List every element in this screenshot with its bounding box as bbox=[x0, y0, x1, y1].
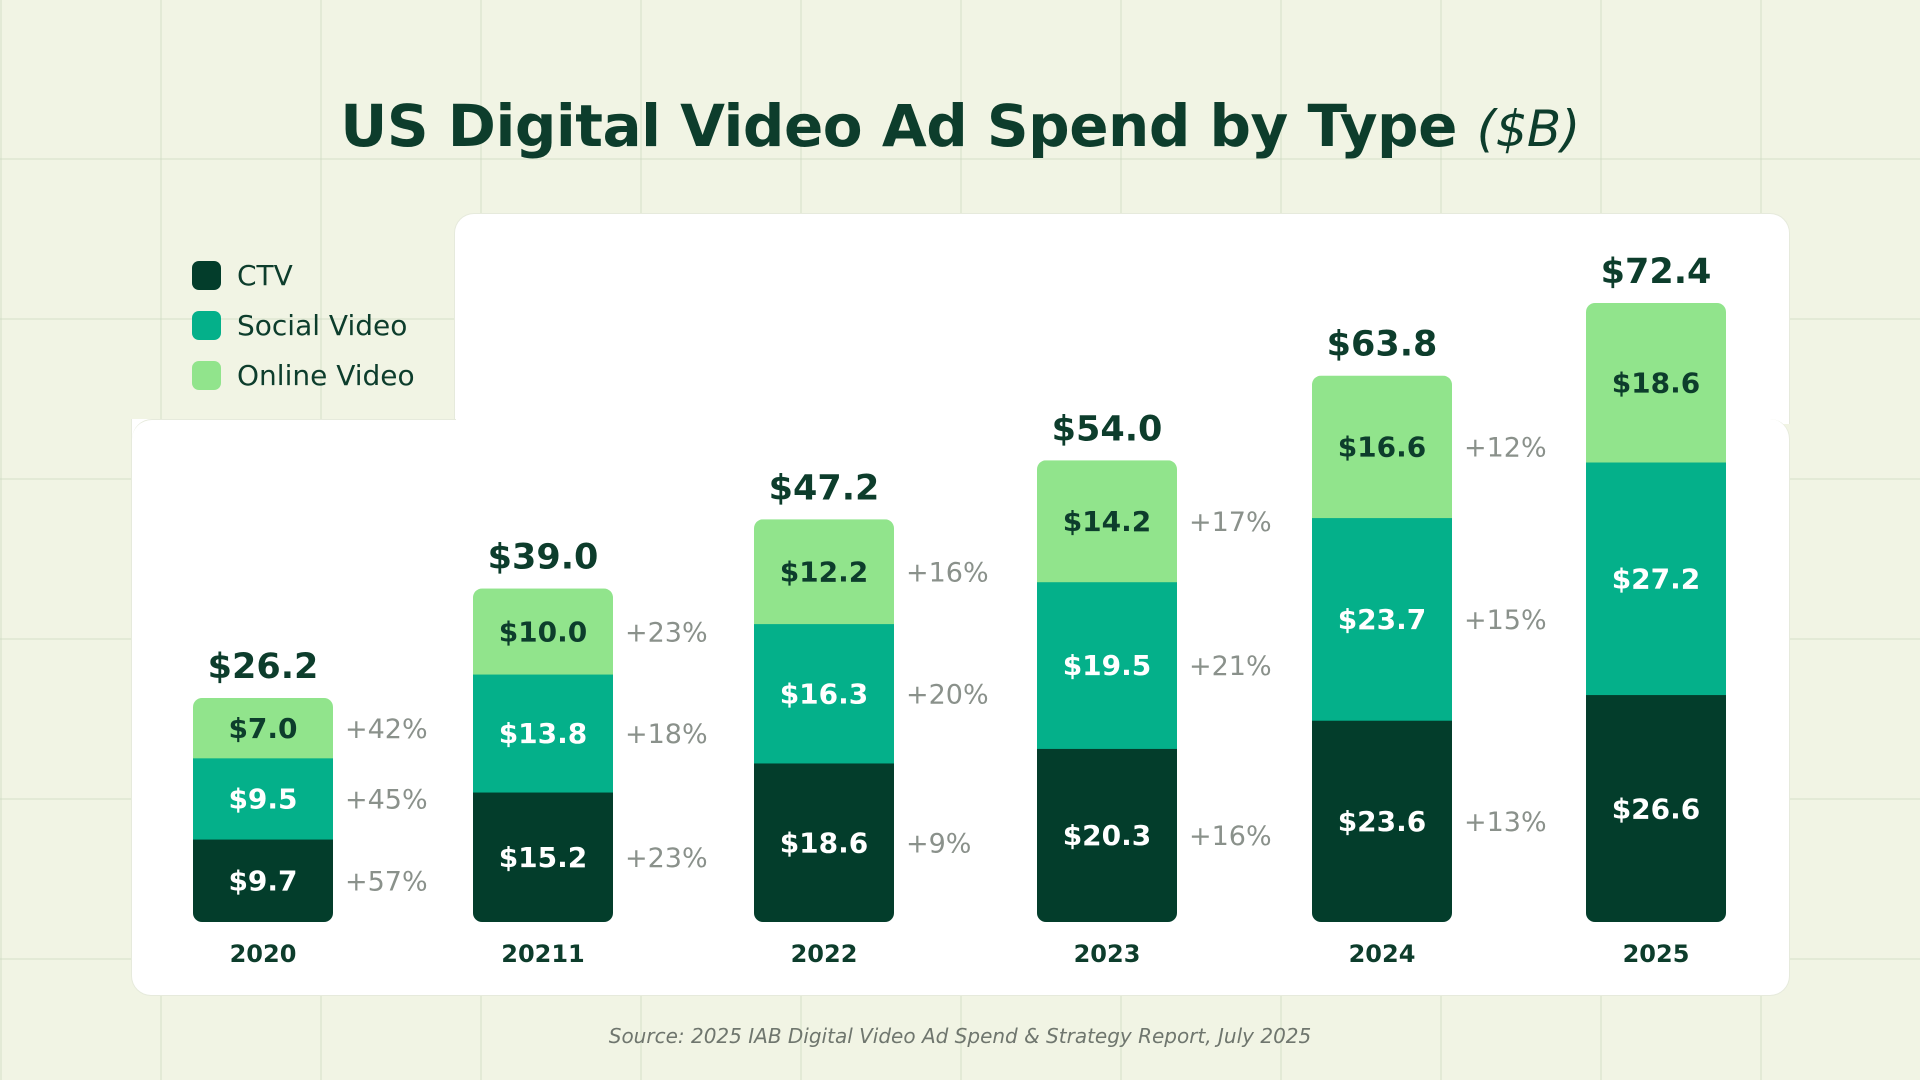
growth-label: +57% bbox=[345, 867, 428, 898]
category-label: 20211 bbox=[501, 940, 585, 968]
total-label: $63.8 bbox=[1327, 325, 1438, 365]
bar-segment-online-video bbox=[473, 588, 613, 675]
data-label: $19.5 bbox=[1063, 649, 1152, 682]
legend-swatch-ctv bbox=[192, 260, 221, 290]
data-label: $9.7 bbox=[228, 865, 297, 898]
data-label: $15.2 bbox=[499, 841, 588, 874]
data-label: $18.6 bbox=[1612, 366, 1701, 399]
data-label: $16.6 bbox=[1338, 431, 1427, 464]
source-note: Source: 2025 IAB Digital Video Ad Spend … bbox=[608, 1024, 1312, 1048]
growth-label: +17% bbox=[1189, 507, 1272, 538]
bar-segment-ctv bbox=[754, 762, 894, 922]
legend-label-ctv: CTV bbox=[237, 258, 293, 292]
legend-item-social-video: Social Video bbox=[192, 300, 415, 350]
bar-segment-online-video bbox=[193, 697, 333, 759]
growth-label: +18% bbox=[625, 719, 708, 750]
legend-item-ctv: CTV bbox=[192, 250, 415, 300]
bar-segment-social-video bbox=[193, 757, 333, 840]
bar-segment-ctv bbox=[1586, 694, 1726, 923]
growth-label: +13% bbox=[1464, 807, 1547, 838]
data-label: $12.2 bbox=[780, 555, 869, 588]
data-label: $13.8 bbox=[499, 717, 588, 750]
bar-segment-social-video bbox=[1312, 517, 1452, 721]
data-label: $9.5 bbox=[228, 782, 297, 815]
growth-label: +23% bbox=[625, 617, 708, 648]
category-label: 2020 bbox=[230, 940, 297, 968]
bar-segment-social-video bbox=[473, 674, 613, 793]
growth-label: +16% bbox=[906, 557, 989, 588]
bar-segment-ctv bbox=[473, 792, 613, 922]
legend-swatch-social-video bbox=[192, 310, 221, 340]
chart-title: US Digital Video Ad Spend by Type ($B) bbox=[0, 92, 1920, 160]
growth-label: +21% bbox=[1189, 651, 1272, 682]
data-label: $20.3 bbox=[1063, 819, 1152, 852]
growth-label: +16% bbox=[1189, 821, 1272, 852]
total-label: $47.2 bbox=[769, 468, 880, 508]
data-label: $27.2 bbox=[1612, 562, 1701, 595]
chart-card-top bbox=[454, 213, 1790, 424]
data-label: $16.3 bbox=[780, 677, 869, 710]
data-label: $10.0 bbox=[499, 615, 588, 648]
bar-segment-ctv bbox=[193, 839, 333, 922]
total-label: $26.2 bbox=[208, 647, 319, 687]
data-label: $23.7 bbox=[1338, 603, 1427, 636]
data-label: $23.6 bbox=[1338, 805, 1427, 838]
bar-segment-online-video bbox=[1312, 375, 1452, 519]
bar-segment-online-video bbox=[1037, 460, 1177, 583]
total-label: $54.0 bbox=[1052, 409, 1163, 449]
category-label: 2025 bbox=[1623, 940, 1690, 968]
total-label: $39.0 bbox=[488, 538, 599, 578]
category-label: 2022 bbox=[791, 940, 858, 968]
growth-label: +45% bbox=[345, 784, 428, 815]
chart-title-unit: ($B) bbox=[1476, 100, 1581, 158]
data-label: $26.6 bbox=[1612, 792, 1701, 825]
chart-card-bottom bbox=[131, 419, 1790, 996]
bar-segment-social-video bbox=[1037, 581, 1177, 749]
legend: CTV Social Video Online Video bbox=[192, 250, 415, 400]
legend-label-social-video: Social Video bbox=[237, 308, 408, 342]
growth-label: +12% bbox=[1464, 433, 1547, 464]
growth-label: +9% bbox=[906, 828, 971, 859]
bar-segment-social-video bbox=[754, 623, 894, 764]
data-label: $7.0 bbox=[228, 712, 297, 745]
legend-item-online-video: Online Video bbox=[192, 350, 415, 400]
chart-title-text: US Digital Video Ad Spend by Type bbox=[340, 92, 1457, 160]
legend-label-online-video: Online Video bbox=[237, 358, 415, 392]
total-label: $72.4 bbox=[1601, 252, 1712, 292]
bar-segment-social-video bbox=[1586, 462, 1726, 696]
bar-segment-online-video bbox=[754, 519, 894, 625]
data-label: $18.6 bbox=[780, 826, 869, 859]
bar-segment-ctv bbox=[1037, 748, 1177, 922]
legend-swatch-online-video bbox=[192, 360, 221, 390]
growth-label: +15% bbox=[1464, 605, 1547, 636]
bar-segment-ctv bbox=[1312, 720, 1452, 922]
growth-label: +23% bbox=[625, 843, 708, 874]
bar-segment-online-video bbox=[1586, 302, 1726, 463]
growth-label: +42% bbox=[345, 714, 428, 745]
growth-label: +20% bbox=[906, 679, 989, 710]
data-label: $14.2 bbox=[1063, 505, 1152, 538]
category-label: 2024 bbox=[1349, 940, 1416, 968]
category-label: 2023 bbox=[1074, 940, 1141, 968]
